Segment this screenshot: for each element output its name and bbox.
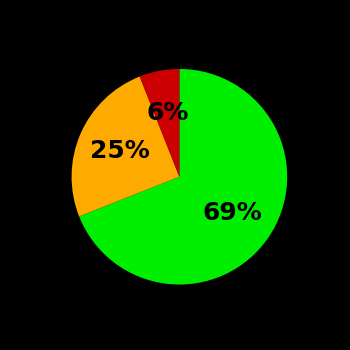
Wedge shape [140, 69, 180, 177]
Text: 6%: 6% [146, 101, 188, 125]
Text: 69%: 69% [203, 201, 263, 225]
Text: 25%: 25% [90, 139, 150, 163]
Wedge shape [79, 69, 287, 285]
Wedge shape [72, 77, 179, 216]
